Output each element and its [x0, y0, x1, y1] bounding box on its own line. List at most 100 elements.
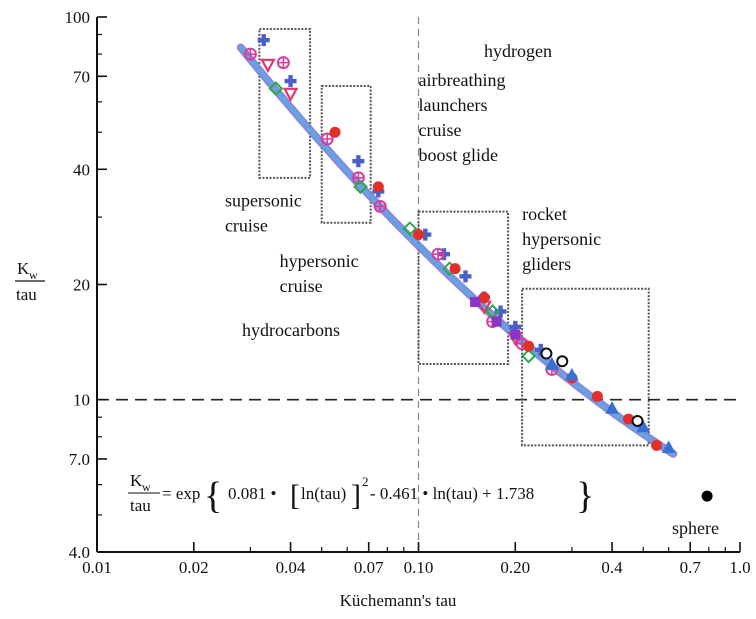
formula-exponent: 2 [362, 474, 369, 489]
formula-body-2: ln(tau) [301, 484, 346, 503]
point-s1-10 [509, 320, 522, 333]
cross-bar-v [513, 320, 518, 333]
circle-plus-cross [353, 172, 364, 183]
formula-bracket-right: ] [351, 479, 361, 512]
y-axis-title-sub: w [29, 268, 38, 282]
data-points [243, 34, 713, 502]
point-s6-1 [545, 356, 559, 370]
point-s4-3 [402, 221, 418, 236]
cross-bar-v [498, 305, 503, 318]
point-s5-4 [449, 263, 461, 275]
region-label-airbreathing-2: launchers [419, 95, 488, 115]
point-s8-1 [540, 347, 553, 360]
region-label-supersonic-2: cruise [225, 215, 268, 235]
y-tick-label-3: 10 [73, 391, 90, 410]
region-box-3 [417, 210, 510, 365]
point-s3-1 [260, 58, 276, 74]
point-s4-6 [521, 348, 537, 364]
point-s5-5 [478, 291, 490, 303]
formula-body-4: - 0.461 • ln(tau) + 1.738 [370, 484, 534, 503]
formula-brace-right: } [576, 475, 594, 517]
region-label-airbreathing-4: boost glide [419, 145, 499, 165]
point-s8-2 [556, 355, 569, 368]
region-box-4 [521, 287, 650, 447]
region-label-supersonic-1: supersonic [225, 190, 302, 210]
circle-plus-ring [243, 47, 257, 61]
y-tick-label-7: 100 [65, 8, 91, 27]
formula-lhs-sub: w [142, 480, 151, 494]
point-s3-2 [282, 87, 299, 103]
point-s5-9 [623, 413, 635, 425]
x-tick-label-2: 0.02 [179, 558, 209, 577]
point-s4-2 [353, 179, 368, 195]
annotation-sphere: sphere [672, 518, 719, 538]
region-boxes [258, 28, 650, 447]
circle-plus-ring [431, 247, 445, 261]
x-axis-title: Küchemann's tau [340, 591, 457, 610]
point-s1-11 [534, 343, 547, 356]
circle-plus-cross [375, 201, 386, 212]
x-tick-label-5: 0.10 [404, 558, 434, 577]
x-tick-label-4: 0.07 [354, 558, 384, 577]
point-s1-7 [459, 270, 472, 283]
y-axis-title-tau: tau [16, 285, 37, 304]
point-s5-10 [651, 439, 663, 451]
formula-lhs-tau: tau [130, 496, 151, 515]
axes: 0.01 0.02 0.04 0.07 0.10 0.20 0.4 0.7 1.0 4.0 7.0 1… [65, 8, 751, 577]
point-s8-3 [631, 414, 644, 427]
point-s9-1 [701, 490, 713, 502]
point-s7-2 [491, 316, 502, 327]
x-tick-label-3: 0.04 [276, 558, 306, 577]
region-label-airbreathing-3: cruise [419, 120, 462, 140]
point-s2-5 [373, 199, 387, 213]
fit-curve [236, 43, 678, 458]
point-s1-5 [419, 228, 432, 241]
point-s5-3 [413, 229, 424, 241]
cross-bar-v [288, 75, 293, 88]
point-s6-5 [661, 440, 676, 454]
y-tick-label-1: 4.0 [69, 543, 90, 562]
circle-plus-ring [373, 199, 387, 213]
cross-bar-v [463, 270, 468, 283]
y-tick-label-4: 20 [73, 276, 90, 295]
region-label-airbreathing-1: airbreathing [419, 70, 506, 90]
x-tick-label-9: 1.0 [729, 558, 750, 577]
circle-plus-ring [276, 56, 290, 70]
point-s5-2 [372, 181, 384, 193]
point-s4-1 [268, 81, 284, 97]
fit-curve-line [239, 46, 675, 456]
point-s5-6 [523, 340, 535, 352]
point-s6-3 [605, 401, 619, 414]
point-s7-1 [470, 297, 481, 308]
region-label-rocket-2: hypersonic [522, 229, 601, 249]
circle-plus-cross [278, 57, 289, 68]
region-box-2 [320, 85, 372, 224]
formula-rhs: = exp [162, 484, 200, 503]
region-label-hypersonic-2: cruise [280, 276, 323, 296]
circle-plus-ring [320, 132, 334, 146]
y-tick-label-5: 40 [73, 160, 90, 179]
cross-bar-v [538, 343, 543, 356]
formula: K w tau = exp { 0.081 • [ ln(tau) ] 2 - … [128, 471, 594, 517]
formula-bracket-left: [ [290, 479, 300, 512]
point-s7-3 [510, 329, 521, 340]
point-s1-9 [494, 305, 507, 318]
formula-brace-left: { [204, 475, 222, 517]
region-box-1 [258, 28, 312, 179]
region-label-rocket-1: rocket [522, 204, 567, 224]
x-tick-label-1: 0.01 [82, 558, 112, 577]
y-axis-title-k: K [17, 259, 30, 278]
x-tick-label-6: 0.20 [500, 558, 530, 577]
point-s2-2 [276, 56, 290, 70]
x-tick-label-8: 0.7 [680, 558, 702, 577]
text-annotations: hydrogen hydrocarbons sphere Küchemann's… [15, 41, 719, 610]
point-s1-3 [352, 155, 365, 168]
y-tick-label-2: 7.0 [69, 450, 90, 469]
y-axis-title: K w tau [15, 259, 45, 304]
circle-plus-cross [245, 49, 256, 60]
point-s5-1 [329, 126, 341, 138]
point-s6-2 [565, 367, 579, 381]
formula-lhs-k: K [130, 471, 143, 490]
cross-bar-v [356, 155, 361, 168]
